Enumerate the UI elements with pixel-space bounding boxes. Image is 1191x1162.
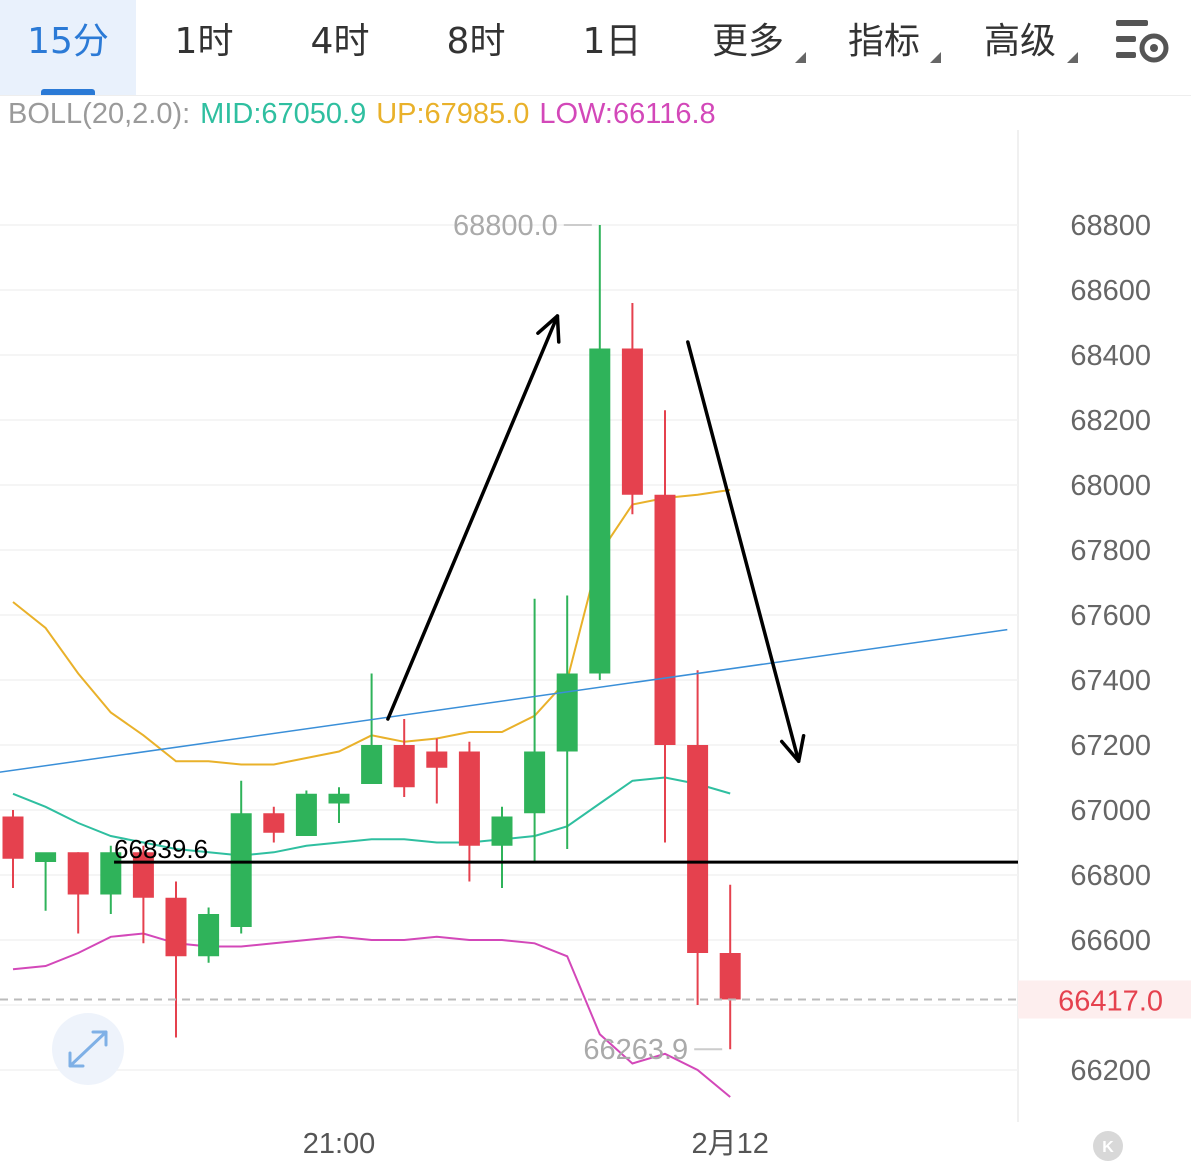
tab-label: 8时 <box>446 21 506 62</box>
tab-label: 4时 <box>310 21 370 62</box>
candle-up[interactable] <box>556 673 578 752</box>
candle-down[interactable] <box>263 813 285 833</box>
y-tick-label: 68400 <box>1070 340 1151 372</box>
boll-indicator-legend: BOLL(20,2.0): MID:67050.9 UP:67985.0 LOW:66… <box>8 98 726 131</box>
candle-down[interactable] <box>621 348 643 495</box>
tab-label: 15分 <box>27 21 109 62</box>
dropdown-caret-icon <box>1067 52 1078 63</box>
candle-up[interactable] <box>328 793 350 804</box>
y-tick-label: 67000 <box>1070 795 1151 827</box>
candle-down[interactable] <box>687 745 709 953</box>
tab-indicators[interactable]: 指标 <box>816 0 952 95</box>
tab-1hour[interactable]: 1时 <box>136 0 272 95</box>
y-tick-label: 68200 <box>1070 405 1151 437</box>
boll-low-value: LOW:66116.8 <box>539 98 716 130</box>
y-tick-label: 67200 <box>1070 730 1151 762</box>
x-tick-label: 21:00 <box>303 1128 376 1160</box>
y-tick-label: 68800 <box>1070 210 1151 242</box>
current-price-label: 66417.0 <box>1058 985 1163 1017</box>
high-price-label: 68800.0 <box>453 210 558 242</box>
down-arrow-head-icon <box>779 733 806 763</box>
candle-up[interactable] <box>361 745 383 784</box>
candle-up[interactable] <box>230 813 252 927</box>
candle-up[interactable] <box>524 751 546 814</box>
tab-4hour[interactable]: 4时 <box>272 0 408 95</box>
x-tick-label: 2月12 <box>692 1128 769 1160</box>
tab-15min[interactable]: 15分 <box>0 0 136 95</box>
chart-settings-icon[interactable] <box>1112 16 1174 68</box>
dropdown-caret-icon <box>795 52 806 63</box>
candle-down[interactable] <box>426 751 448 768</box>
low-price-label: 66263.9 <box>583 1034 688 1066</box>
candle-down[interactable] <box>719 953 741 1000</box>
y-tick-label: 68600 <box>1070 275 1151 307</box>
y-tick-label: 68000 <box>1070 470 1151 502</box>
dropdown-caret-icon <box>930 52 941 63</box>
current-price-tag <box>1018 980 1191 1019</box>
boll-name: BOLL(20,2.0): <box>8 98 191 130</box>
candle-down[interactable] <box>458 751 480 846</box>
candle-up[interactable] <box>35 852 57 862</box>
k-logo-letter: K <box>1102 1139 1114 1156</box>
tab-more[interactable]: 更多 <box>680 0 816 95</box>
y-tick-label: 67400 <box>1070 665 1151 697</box>
candle-down[interactable] <box>165 897 187 957</box>
y-tick-label: 66800 <box>1070 860 1151 892</box>
candle-down[interactable] <box>67 852 89 895</box>
y-tick-label: 66600 <box>1070 925 1151 957</box>
down-arrow-shaft <box>686 340 801 763</box>
active-tab-underline <box>41 89 95 95</box>
boll-up-value: UP:67985.0 <box>376 98 530 130</box>
boll-mid-value: MID:67050.9 <box>200 98 367 130</box>
tab-label: 1日 <box>582 21 642 62</box>
up-arrow-head-icon <box>536 314 561 344</box>
candle-down[interactable] <box>393 745 415 788</box>
candle-down[interactable] <box>654 494 676 745</box>
tab-advanced[interactable]: 高级 <box>952 0 1088 95</box>
timeframe-tabbar: 15分 1时 4时 8时 1日 更多 指标 高级 <box>0 0 1191 96</box>
tab-label: 指标 <box>847 21 920 62</box>
y-tick-label: 67800 <box>1070 535 1151 567</box>
tab-label: 高级 <box>983 21 1056 62</box>
trendline <box>0 628 1008 773</box>
candle-up[interactable] <box>491 816 513 846</box>
boll-lower-line <box>12 932 731 1098</box>
tab-label: 1时 <box>174 21 234 62</box>
candle-up[interactable] <box>295 793 317 836</box>
candle-down[interactable] <box>2 816 24 859</box>
k-logo-icon <box>1093 1131 1123 1161</box>
up-arrow-shaft <box>386 314 560 721</box>
tab-1day[interactable]: 1日 <box>544 0 680 95</box>
y-tick-label: 66200 <box>1070 1055 1151 1087</box>
support-line-label: 66839.6 <box>114 834 208 864</box>
candle-up[interactable] <box>589 348 611 674</box>
candlestick-chart[interactable]: 66200 66600 66800 67000 67200 67400 67600 67800… <box>0 130 1191 1162</box>
tab-label: 更多 <box>711 21 784 62</box>
candle-up[interactable] <box>198 914 220 957</box>
expand-icon <box>68 1030 108 1068</box>
y-tick-label: 67600 <box>1070 600 1151 632</box>
tab-8hour[interactable]: 8时 <box>408 0 544 95</box>
boll-mid-line <box>12 776 731 857</box>
